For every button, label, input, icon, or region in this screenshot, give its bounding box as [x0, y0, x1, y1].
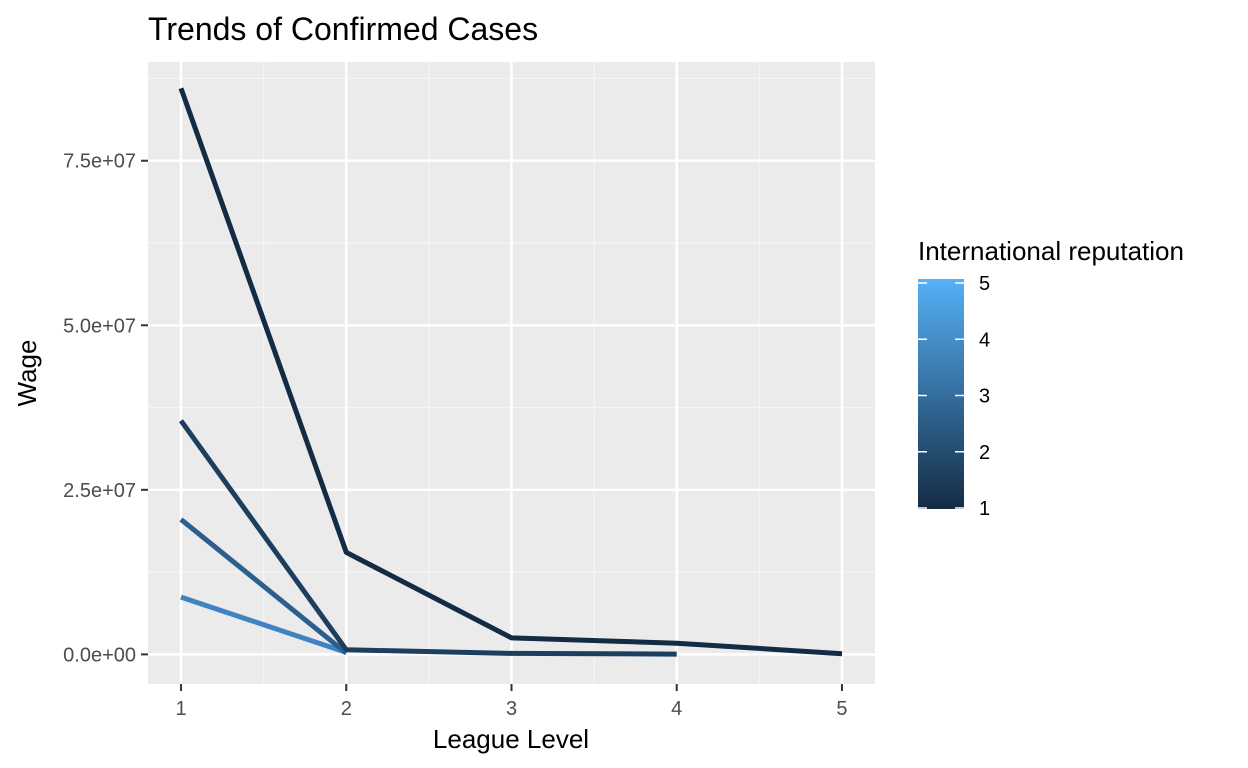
colorbar-tick-label: 1	[979, 498, 990, 520]
series-line-reputation-3	[179, 517, 348, 656]
x-axis: 1 2 3 4 5	[175, 684, 848, 720]
legend: International reputation 1 2 3 4 5	[918, 236, 1184, 520]
chart-title: Trends of Confirmed Cases	[148, 11, 538, 47]
y-tick-label: 2.5e+07	[63, 480, 136, 502]
colorbar-tick-label: 2	[979, 442, 990, 464]
y-tick-label: 0.0e+00	[63, 644, 136, 666]
y-tick-label: 5.0e+07	[63, 315, 136, 337]
series-line-reputation-4	[180, 594, 348, 655]
legend-title: International reputation	[918, 236, 1184, 266]
series-lines	[178, 87, 843, 657]
x-tick-label: 5	[836, 698, 847, 720]
colorbar-tick-label: 4	[979, 329, 990, 351]
y-axis: 0.0e+00 2.5e+07 5.0e+07 7.5e+07	[63, 151, 148, 666]
colorbar-tick-label: 5	[979, 273, 990, 295]
colorbar-tick-label: 3	[979, 386, 990, 408]
series-line-reputation-2	[178, 419, 677, 657]
series-line-reputation-1	[178, 87, 843, 657]
y-axis-title: Wage	[12, 340, 42, 407]
x-tick-label: 1	[175, 698, 186, 720]
x-tick-label: 3	[506, 698, 517, 720]
x-axis-title: League Level	[433, 724, 589, 754]
x-tick-label: 4	[671, 698, 682, 720]
x-tick-label: 2	[341, 698, 352, 720]
colorbar-ticks: 1 2 3 4 5	[918, 273, 990, 520]
y-tick-label: 7.5e+07	[63, 151, 136, 173]
colorbar	[918, 279, 964, 509]
